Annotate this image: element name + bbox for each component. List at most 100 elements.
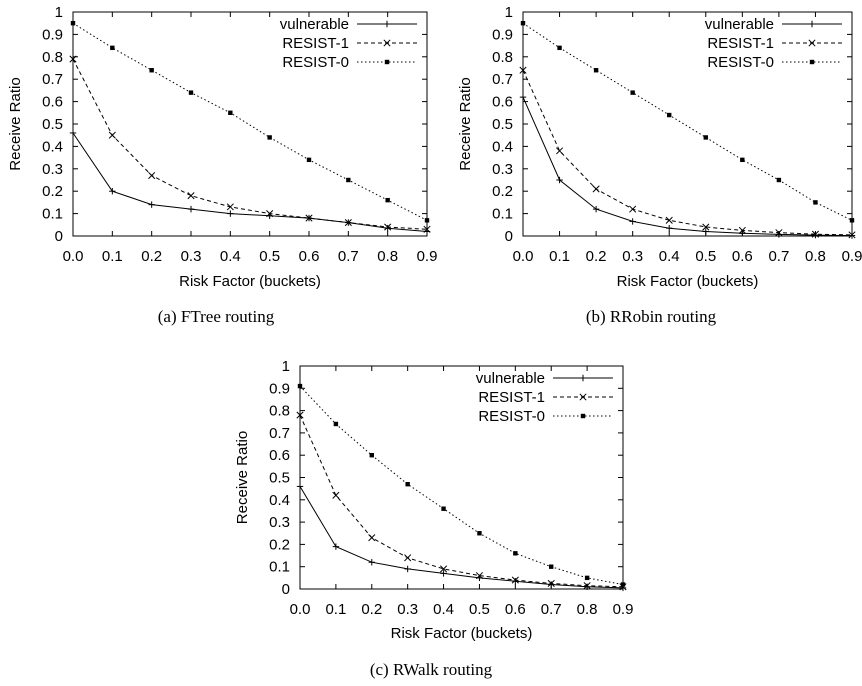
x-tick-label: 0.5 — [469, 601, 490, 618]
data-point — [630, 90, 635, 95]
data-point — [70, 21, 76, 26]
data-point-b — [332, 491, 340, 499]
y-tick-label: 0.5 — [492, 116, 513, 133]
series-resist-0 — [70, 21, 430, 223]
data-point-b — [305, 214, 313, 222]
y-tick-label: 0.6 — [42, 94, 63, 111]
data-point — [549, 564, 554, 569]
series-line — [522, 69, 853, 236]
x-tick-label: 0.8 — [577, 601, 598, 618]
y-tick-label: 0.8 — [492, 49, 513, 66]
y-tick-label: 0.9 — [42, 26, 63, 43]
data-point-b — [811, 230, 819, 238]
data-point — [557, 45, 562, 51]
x-tick-label: 0.7 — [768, 248, 789, 265]
data-point — [584, 575, 590, 581]
data-point-b — [423, 225, 431, 233]
series-resist-0 — [520, 21, 855, 223]
data-point-b — [848, 231, 856, 239]
x-tick-label: 0.1 — [549, 248, 570, 265]
data-point-b — [665, 216, 673, 224]
x-tick-label: 0.4 — [659, 248, 680, 265]
y-tick-label: 0.6 — [269, 447, 290, 464]
data-point — [813, 200, 818, 205]
y-tick-label: 0.9 — [269, 380, 290, 397]
series-line — [522, 96, 853, 237]
data-point — [369, 453, 374, 458]
y-tick-label: 0 — [282, 581, 290, 598]
series-line — [72, 58, 428, 230]
series-line — [299, 414, 624, 588]
data-point-b — [344, 219, 352, 227]
legend: vulnerable RESIST-1 RESIST-0 — [705, 16, 842, 71]
chart-panel-2: 0 0.1 0.2 0.3 0.4 0.5 0.6 0.7 0.8 0.9 1 0.0 0.1 0.2 0.… — [457, 4, 862, 326]
y-tick-label: 0.6 — [492, 94, 513, 111]
data-point-b — [266, 210, 274, 218]
panel-caption: (a) FTree routing — [158, 307, 275, 326]
y-tick-label: 0.1 — [492, 206, 513, 223]
plot-frame — [299, 365, 624, 590]
data-point-b — [69, 55, 77, 63]
data-point — [776, 177, 782, 183]
y-tick-label: 0.9 — [492, 26, 513, 43]
data-point — [385, 197, 390, 203]
y-tick-label: 0.5 — [269, 470, 290, 487]
x-axis-label: Risk Factor (buckets) — [617, 273, 759, 290]
x-tick-label: 0.1 — [102, 248, 123, 265]
x-tick-label: 0.9 — [842, 248, 862, 265]
y-tick-label: 0.3 — [492, 161, 513, 178]
data-point — [441, 506, 446, 511]
x-tick-label: 0.6 — [505, 601, 526, 618]
data-point-b — [556, 147, 564, 155]
y-tick-label: 1 — [55, 4, 63, 21]
data-point-b — [775, 229, 783, 237]
series-line — [72, 132, 428, 232]
data-point — [593, 68, 599, 73]
data-point — [513, 551, 518, 556]
series-resist-1 — [69, 55, 431, 233]
y-tick-label: 0.2 — [42, 183, 63, 200]
x-tick-label: 0.9 — [417, 248, 438, 265]
x-tick-label: 0.4 — [220, 248, 241, 265]
y-tick-label: 0.3 — [42, 161, 63, 178]
series-line — [72, 22, 428, 221]
legend-label: RESIST-1 — [282, 35, 349, 52]
legend-marker-b — [383, 39, 391, 47]
data-point — [188, 90, 194, 95]
data-point-b — [440, 565, 448, 573]
data-point-b — [511, 576, 519, 584]
y-tick-label: 0.4 — [269, 492, 290, 509]
y-tick-label: 0.4 — [492, 138, 513, 155]
legend-label: RESIST-0 — [707, 54, 774, 71]
x-tick-label: 0.2 — [361, 601, 382, 618]
legend-marker — [384, 59, 390, 65]
y-tick-label: 0 — [505, 228, 513, 245]
data-point-b — [519, 66, 527, 74]
x-tick-label: 0.3 — [622, 248, 643, 265]
y-tick-label: 0.7 — [269, 425, 290, 442]
data-point-b — [547, 579, 555, 587]
chart-panel-3: 0 0.1 0.2 0.3 0.4 0.5 0.6 0.7 0.8 0.9 1 0.0 0.1 0.2 0.… — [234, 358, 633, 679]
x-tick-label: 0.8 — [805, 248, 826, 265]
chart-panel-1: 0 0.1 0.2 0.3 0.4 0.5 0.6 0.7 0.8 0.9 1 0.0 0.1 0.2 0.… — [7, 4, 437, 326]
data-point-b — [296, 411, 304, 419]
y-tick-label: 0.8 — [269, 403, 290, 420]
legend-label: vulnerable — [705, 16, 774, 33]
legend-label: RESIST-0 — [478, 408, 545, 425]
x-tick-label: 0.6 — [299, 248, 320, 265]
x-tick-label: 0.0 — [290, 601, 311, 618]
data-point — [477, 531, 482, 536]
plot-frame — [72, 11, 428, 237]
y-tick-label: 1 — [282, 358, 290, 375]
y-tick-label: 0.4 — [42, 138, 63, 155]
data-point — [306, 157, 312, 163]
x-tick-label: 0.0 — [63, 248, 84, 265]
y-tick-label: 0.3 — [269, 514, 290, 531]
x-tick-label: 0.7 — [541, 601, 562, 618]
data-point — [297, 383, 303, 389]
series-vulnerable — [519, 93, 856, 239]
series-vulnerable — [69, 129, 431, 235]
y-tick-label: 1 — [505, 4, 513, 21]
series-line — [299, 486, 624, 589]
